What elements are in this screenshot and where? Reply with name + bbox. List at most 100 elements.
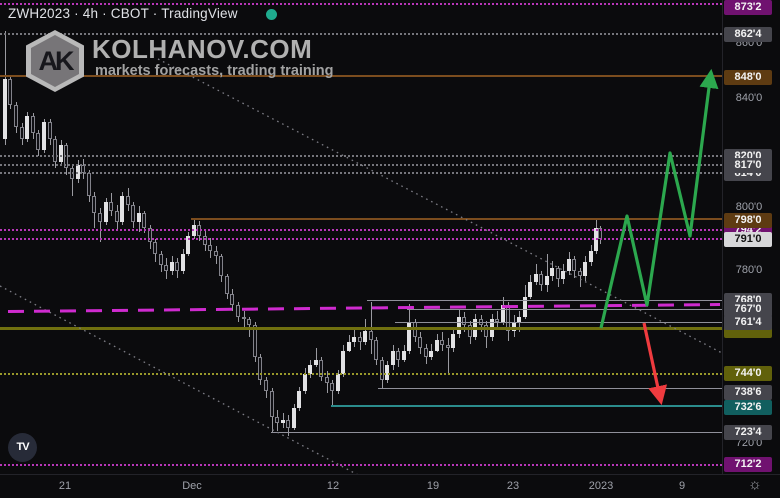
time-axis-label: 12 (326, 480, 340, 492)
candle-up (402, 351, 406, 360)
price-flag-732-6: 732'6 (724, 400, 772, 415)
candle-down (142, 213, 146, 228)
candle-down (236, 305, 240, 317)
candle-down (175, 262, 179, 271)
price-level-line-723-4[interactable] (271, 432, 722, 434)
candle-down (258, 356, 262, 380)
price-level-line-862-4[interactable] (0, 33, 722, 36)
price-axis-label: 720'0 (735, 437, 763, 449)
price-axis[interactable]: 860'0 840'0 800'0 780'0 720'0 873'2 862'4 848'0… (722, 0, 780, 474)
candle-down (556, 267, 560, 280)
candle-down (275, 416, 279, 423)
time-axis-label: Dec (182, 480, 202, 492)
candle-down (126, 196, 130, 205)
price-level-line-794-2[interactable] (0, 228, 722, 231)
candle-down (219, 256, 223, 277)
candle-up (137, 213, 141, 223)
candle-down (131, 204, 135, 223)
price-axis-label: 780'0 (735, 264, 763, 276)
candle-down (14, 104, 18, 128)
candle-up (528, 282, 532, 297)
price-flag-848-0: 848'0 (724, 69, 772, 85)
theme-sun-icon[interactable]: ☼ (748, 476, 762, 493)
candle-down (330, 382, 334, 392)
logo-initials: AK (38, 45, 75, 76)
tradingview-logo[interactable]: TV (8, 433, 37, 462)
candle-up (303, 373, 307, 392)
watermark-subtitle: markets forecasts, trading training (95, 63, 334, 79)
price-level-line-798-0[interactable] (191, 218, 722, 221)
candle-up (451, 333, 455, 349)
price-level-line-817-0[interactable] (0, 163, 722, 166)
candle-down (286, 419, 290, 429)
price-level-line-712-2[interactable] (0, 463, 722, 466)
candle-up (314, 359, 318, 366)
candle-down (242, 316, 246, 320)
descending-channel-trendlines[interactable] (0, 58, 722, 474)
candle-down (380, 359, 384, 380)
price-level-line-738-6[interactable] (378, 388, 722, 390)
candle-up (545, 276, 549, 286)
candle-down (48, 121, 52, 139)
price-level-line-744-0[interactable] (0, 372, 722, 375)
candle-up (25, 115, 29, 139)
candle-up (170, 262, 174, 271)
candle-wick (447, 338, 449, 374)
candle-down (440, 339, 444, 346)
candle-down (214, 250, 218, 257)
candle-up (429, 351, 433, 357)
price-level-line-873-2[interactable] (0, 2, 722, 5)
time-axis-label: 21 (58, 480, 72, 492)
candle-down (253, 325, 257, 357)
price-level-line-820-0[interactable] (0, 155, 722, 158)
price-flag-817-0: 817'0 (724, 157, 772, 173)
candle-down (446, 345, 450, 349)
candle-up (583, 262, 587, 277)
candle-down (159, 253, 163, 265)
symbol-title[interactable]: ZWH2023 · 4h · CBOT · TradingView (8, 6, 238, 21)
price-axis-separator (722, 0, 723, 474)
candle-down (578, 270, 582, 277)
price-flag-791-0: 791'0 (724, 231, 772, 247)
candle-down (247, 319, 251, 326)
candle-down (208, 244, 212, 251)
candle-down (109, 201, 113, 211)
candle-up (120, 196, 124, 223)
candle-down (148, 227, 152, 243)
candle-down (270, 391, 274, 417)
price-flag-744-0: 744'0 (724, 366, 772, 381)
watermark-title: KOLHANOV.COM (92, 34, 313, 64)
price-level-line-732-6[interactable] (331, 405, 722, 408)
candle-up (534, 273, 538, 283)
candle-down (325, 376, 329, 383)
candle-down (98, 213, 102, 223)
forecast-arrows[interactable] (599, 68, 719, 406)
price-level-line-767-0[interactable] (407, 308, 722, 310)
candle-up (561, 270, 565, 280)
candle-up (391, 351, 395, 366)
candle-up (3, 78, 7, 139)
time-axis-label: 9 (678, 480, 686, 492)
price-level-line-768-0[interactable] (367, 300, 722, 301)
candle-wick (99, 207, 101, 243)
time-axis-separator (0, 474, 780, 475)
price-level-line-814-0[interactable] (0, 171, 722, 174)
candle-up (281, 419, 285, 423)
candle-down (418, 336, 422, 349)
candle-up (42, 121, 46, 151)
candle-up (341, 351, 345, 374)
candle-up (457, 316, 461, 334)
price-level-line-761-4[interactable] (395, 321, 722, 323)
candle-up (104, 201, 108, 223)
market-status-dot-icon (266, 9, 277, 20)
chart-canvas[interactable] (0, 0, 722, 474)
candle-down (36, 133, 40, 151)
candle-up (297, 391, 301, 409)
price-flag-798-0: 798'0 (724, 212, 772, 228)
time-axis[interactable]: ☼ 21 Dec 12 19 23 2023 9 (0, 474, 780, 498)
price-level-line-791-0[interactable] (0, 238, 722, 241)
price-flag-712-2: 712'2 (724, 457, 772, 472)
price-level-line-760-0[interactable] (0, 326, 722, 330)
candle-up (589, 250, 593, 263)
candle-down (230, 293, 234, 306)
